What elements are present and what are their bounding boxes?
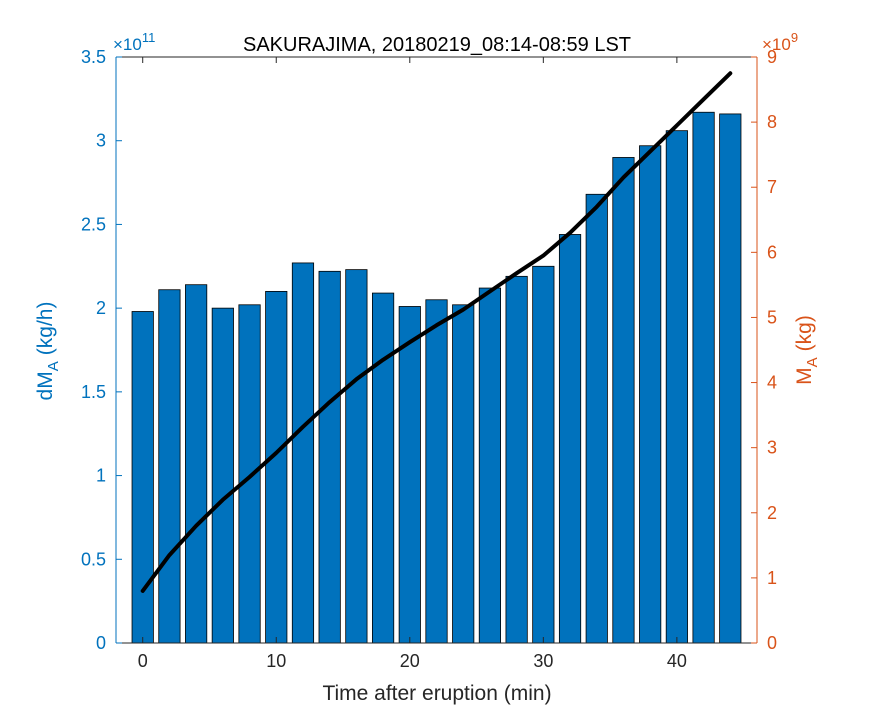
left-exponent-power: 11 [142, 30, 156, 45]
right-tick-label: 4 [767, 373, 777, 393]
right-tick-label: 5 [767, 307, 777, 327]
left-axis-label-group: dMA (kg/h) [34, 302, 62, 401]
bar [265, 290, 288, 644]
left-axis-label-main: dM [34, 371, 57, 400]
left-tick-label: 0.5 [81, 549, 106, 569]
bar [345, 269, 368, 644]
bar [505, 275, 528, 644]
left-tick-label: 3.5 [81, 47, 106, 67]
axes-layer: 0 10 20 30 40 0 0.5 1 1.5 2 2.5 3 3.5 0 1 2 3 4 5 6 7 8 9 [81, 47, 777, 671]
right-tick-label: 7 [767, 177, 777, 197]
right-tick-label: 3 [767, 438, 777, 458]
right-axis-label: MA (kg) [793, 315, 821, 385]
bar [585, 193, 608, 644]
left-tick-label: 2.5 [81, 214, 106, 234]
left-tick-label: 1.5 [81, 382, 106, 402]
bar [238, 304, 261, 644]
right-axis-label-sub: A [804, 357, 821, 367]
bar [371, 292, 395, 644]
right-axis-exponent: ×109 [762, 30, 798, 54]
left-tick-label: 1 [96, 466, 106, 486]
left-axis-label-sub: A [45, 361, 62, 371]
bar [291, 262, 315, 644]
left-tick-label: 0 [96, 633, 106, 653]
right-axis-label-unit: (kg) [793, 315, 816, 351]
bar [211, 307, 234, 644]
left-tick-label: 3 [96, 131, 106, 151]
right-axis-label-group: MA (kg) [793, 315, 821, 385]
left-axis-exponent: ×1011 [113, 30, 155, 54]
x-tick-label: 0 [138, 651, 148, 671]
x-axis-label: Time after eruption (min) [322, 682, 551, 705]
right-axis-label-main: M [793, 367, 816, 385]
x-tick-label: 40 [667, 651, 687, 671]
bar [158, 289, 181, 644]
x-tick-label: 20 [400, 651, 420, 671]
line-layer [140, 71, 733, 593]
left-axis-label-unit: (kg/h) [34, 302, 57, 356]
cumulative-mass-line [140, 71, 733, 593]
bar [719, 113, 742, 644]
bar [639, 145, 662, 644]
right-exponent-base: ×10 [762, 35, 791, 54]
right-tick-label: 1 [767, 568, 777, 588]
right-exponent-power: 9 [791, 30, 798, 45]
right-tick-label: 2 [767, 503, 777, 523]
bar [318, 270, 341, 644]
bar [558, 234, 582, 644]
bar [612, 157, 635, 644]
left-tick-label: 2 [96, 298, 106, 318]
left-axis-label: dMA (kg/h) [34, 302, 62, 401]
bar [452, 304, 475, 644]
bar [478, 287, 502, 644]
left-exponent-base: ×10 [113, 35, 142, 54]
bar [425, 299, 448, 644]
bar [185, 284, 208, 644]
right-tick-label: 8 [767, 112, 777, 132]
bars-layer [131, 111, 742, 644]
x-tick-label: 30 [533, 651, 553, 671]
bar [532, 265, 555, 644]
bar [398, 306, 421, 644]
x-tick-label: 10 [266, 651, 286, 671]
chart-title: SAKURAJIMA, 20180219_08:14-08:59 LST [243, 34, 631, 56]
bar [131, 311, 154, 644]
right-tick-label: 6 [767, 242, 777, 262]
right-tick-label: 0 [767, 633, 777, 653]
bar [692, 111, 715, 644]
bar [665, 130, 688, 644]
right-tick-label: 9 [767, 47, 777, 67]
